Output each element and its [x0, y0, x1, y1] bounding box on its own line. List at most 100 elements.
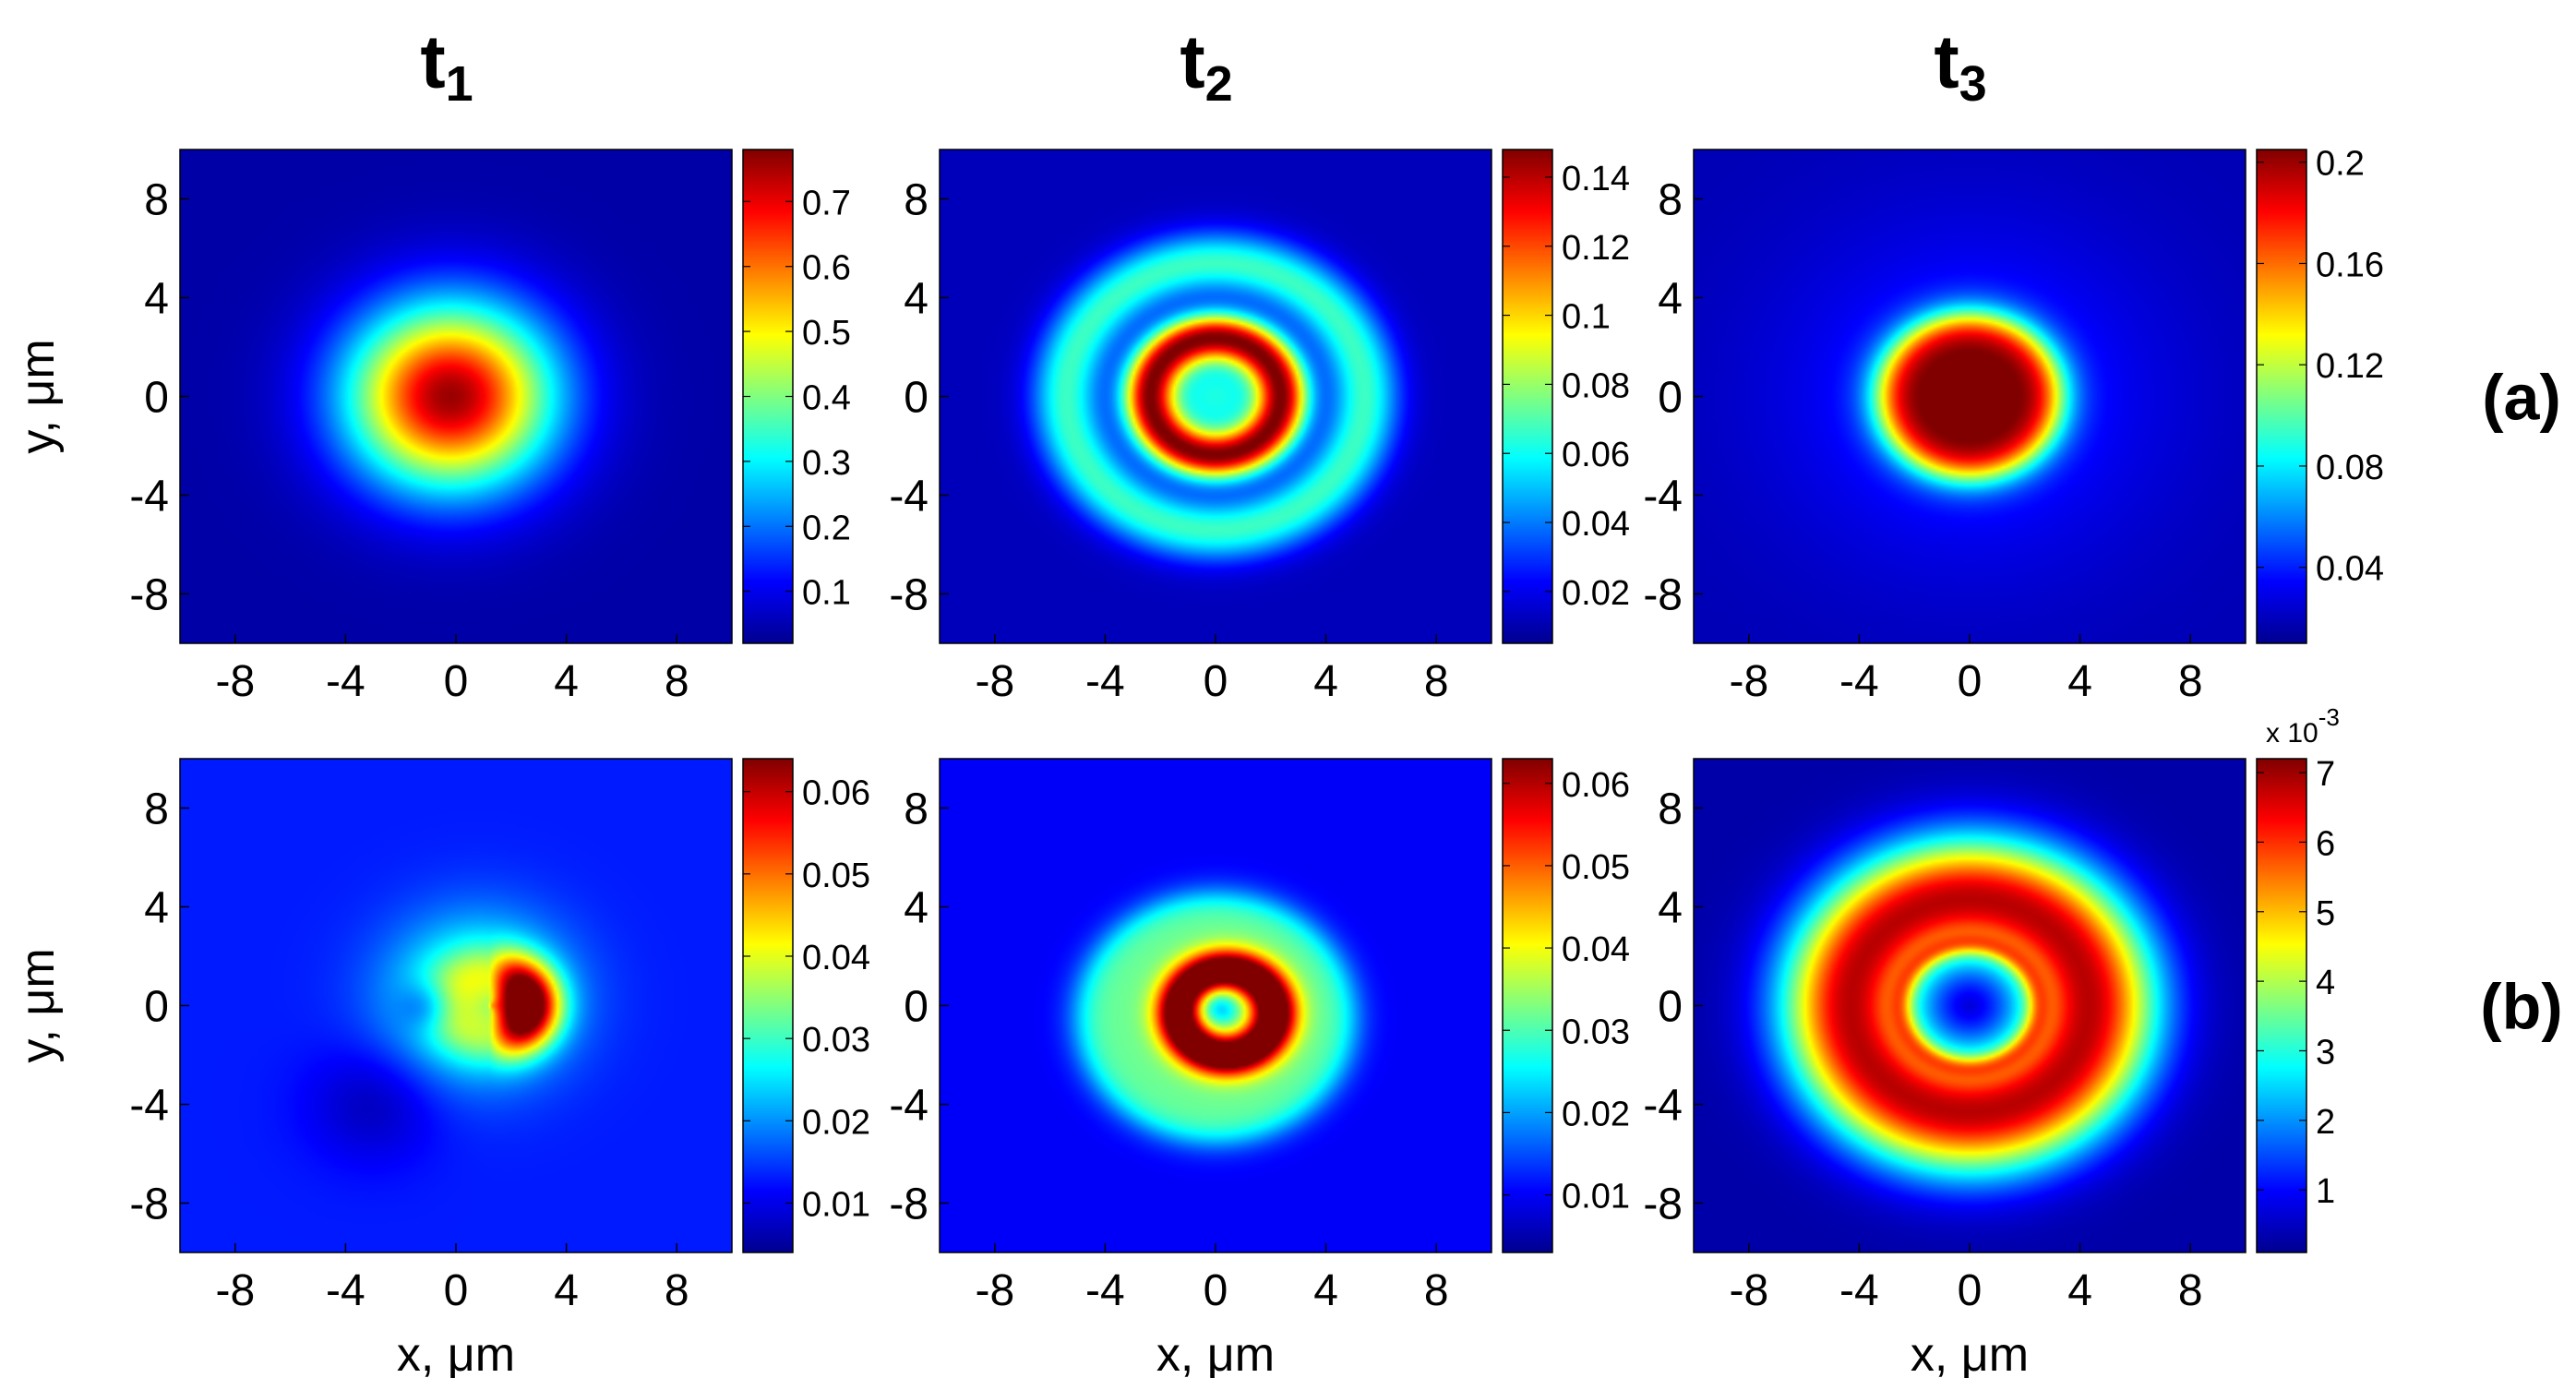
heatmap-image [1694, 150, 2246, 643]
colorbar [2256, 758, 2307, 1253]
y-tick-label: -8 [889, 571, 929, 620]
x-tick-label: -8 [1729, 657, 1768, 706]
x-tick-label: 0 [444, 657, 469, 706]
panel-a-t2: 8 4 0 -4 -8 -8 -4 0 4 8 0.02 0.04 0.06 0.08 0.1 0.12 0.1… [889, 149, 1630, 706]
colorbar-tick-label: 0.01 [1562, 1178, 1630, 1216]
x-tick-label: 8 [665, 657, 689, 706]
colorbar-tick-label: 0.04 [802, 939, 870, 977]
y-tick-label: -4 [129, 1082, 169, 1131]
colorbar-tick-label: 0.02 [802, 1103, 870, 1142]
y-tick-label: -4 [129, 473, 169, 521]
colorbar [1502, 758, 1553, 1253]
y-tick-label: 8 [144, 785, 169, 834]
colorbar-tick-label: 0.06 [1562, 766, 1630, 805]
colorbar-tick-label: 0.5 [802, 314, 851, 353]
y-axis-label: y, μm [11, 948, 65, 1062]
colorbar-tick-label: 5 [2316, 894, 2335, 933]
colorbar-multiplier: x 10-3 [2266, 703, 2340, 749]
colorbar-tick-label: 0.03 [802, 1021, 870, 1060]
x-tick-label: -4 [1085, 1266, 1125, 1315]
colorbar-tick-label: 0.04 [1562, 505, 1630, 544]
colorbar-tick-label: 1 [2316, 1172, 2335, 1211]
x-axis-label: x, μm [1156, 1328, 1275, 1378]
x-tick-label: 4 [2067, 1266, 2092, 1315]
colorbar-tick-label: 0.01 [802, 1186, 870, 1225]
x-tick-label: -8 [215, 657, 255, 706]
colorbar-tick-label: 0.08 [1562, 366, 1630, 405]
y-tick-label: 0 [1658, 983, 1683, 1032]
row-label-b: (b) [2480, 971, 2562, 1043]
colorbar-tick-label: 0.05 [802, 857, 870, 895]
panel-a-t1: 8 4 0 -4 -8 -8 -4 0 4 8 y, μm 0.1 0.2 0.3 0.4 0.5 0.6 0.7 [11, 149, 851, 706]
y-tick-label: 8 [904, 176, 929, 225]
heatmap-image [1694, 759, 2246, 1252]
panel-b-t1: 8 4 0 -4 -8 -8 -4 0 4 8 y, μm x, μm 0.01 0.02 0.03 0.04… [11, 758, 870, 1378]
x-tick-label: 4 [554, 657, 579, 706]
column-title-t2: t2 [1180, 20, 1232, 112]
panel-b-t2: 8 4 0 -4 -8 -8 -4 0 4 8 x, μm 0.01 0.02 0.03 0.04 0.05 0… [889, 758, 1630, 1378]
x-tick-label: 0 [444, 1266, 469, 1315]
colorbar-tick-label: 0.06 [802, 774, 870, 813]
y-tick-label: 4 [904, 884, 929, 933]
x-tick-label: 0 [1204, 657, 1228, 706]
y-tick-label: 0 [144, 983, 169, 1032]
colorbar-tick-label: 0.03 [1562, 1013, 1630, 1051]
y-tick-label: 0 [144, 374, 169, 423]
colorbar-tick-label: 6 [2316, 824, 2335, 863]
y-tick-label: -4 [1643, 1082, 1683, 1131]
x-tick-label: 0 [1958, 657, 1983, 706]
x-tick-label: -8 [975, 1266, 1014, 1315]
colorbar-tick-label: 0.06 [1562, 436, 1630, 474]
colorbar-tick-label: 0.2 [2316, 145, 2365, 184]
y-axis-label: y, μm [11, 339, 65, 453]
y-tick-label: 8 [904, 785, 929, 834]
x-tick-label: 8 [2178, 657, 2203, 706]
colorbar [742, 758, 794, 1253]
y-tick-label: 8 [1658, 176, 1683, 225]
heatmap-image [940, 759, 1492, 1252]
colorbar-tick-label: 0.12 [2316, 347, 2384, 386]
colorbar-tick-label: 4 [2316, 964, 2335, 1002]
panel-a-t3: 8 4 0 -4 -8 -8 -4 0 4 8 0.04 0.08 0.12 0.16 0.2 [1643, 145, 2384, 706]
heatmap-image [180, 759, 732, 1252]
x-axis-label: x, μm [1911, 1328, 2029, 1378]
heatmap-image [940, 150, 1492, 643]
y-tick-label: 0 [904, 983, 929, 1032]
colorbar-tick-label: 0.14 [1562, 160, 1630, 198]
y-tick-label: -4 [889, 1082, 929, 1131]
colorbar-tick-label: 0.12 [1562, 229, 1630, 268]
colorbar-tick-label: 0.1 [1562, 298, 1611, 337]
x-tick-label: -4 [1085, 657, 1125, 706]
y-tick-label: -8 [1643, 1180, 1683, 1229]
heatmap-image [180, 150, 732, 643]
colorbar-tick-label: 0.04 [1562, 930, 1630, 969]
panel-b-t3: 8 4 0 -4 -8 -8 -4 0 4 8 x, μm 1 2 3 4 5 6 7 x 10-3 [1643, 703, 2340, 1378]
colorbar-tick-label: 0.16 [2316, 246, 2384, 284]
x-tick-label: 8 [665, 1266, 689, 1315]
x-tick-label: 8 [1424, 657, 1449, 706]
colorbar-tick-label: 3 [2316, 1033, 2335, 1072]
x-tick-label: 8 [2178, 1266, 2203, 1315]
x-tick-label: -4 [326, 1266, 365, 1315]
colorbar [2256, 149, 2307, 644]
x-tick-label: -8 [975, 657, 1014, 706]
x-tick-label: -8 [1729, 1266, 1768, 1315]
y-tick-label: -8 [889, 1180, 929, 1229]
colorbar-tick-label: 0.2 [802, 509, 851, 547]
y-tick-label: 0 [1658, 374, 1683, 423]
x-tick-label: 0 [1958, 1266, 1983, 1315]
y-tick-label: 4 [144, 884, 169, 933]
colorbar-tick-label: 7 [2316, 755, 2335, 794]
colorbar-tick-label: 0.08 [2316, 449, 2384, 487]
x-tick-label: 0 [1204, 1266, 1228, 1315]
y-tick-label: -8 [129, 571, 169, 620]
y-tick-label: 4 [144, 275, 169, 324]
colorbar-tick-label: 0.02 [1562, 574, 1630, 613]
x-tick-label: 8 [1424, 1266, 1449, 1315]
x-tick-label: 4 [1313, 1266, 1338, 1315]
colorbar [742, 149, 794, 644]
colorbar-tick-label: 0.3 [802, 444, 851, 483]
y-tick-label: 8 [1658, 785, 1683, 834]
y-tick-label: -4 [1643, 473, 1683, 521]
